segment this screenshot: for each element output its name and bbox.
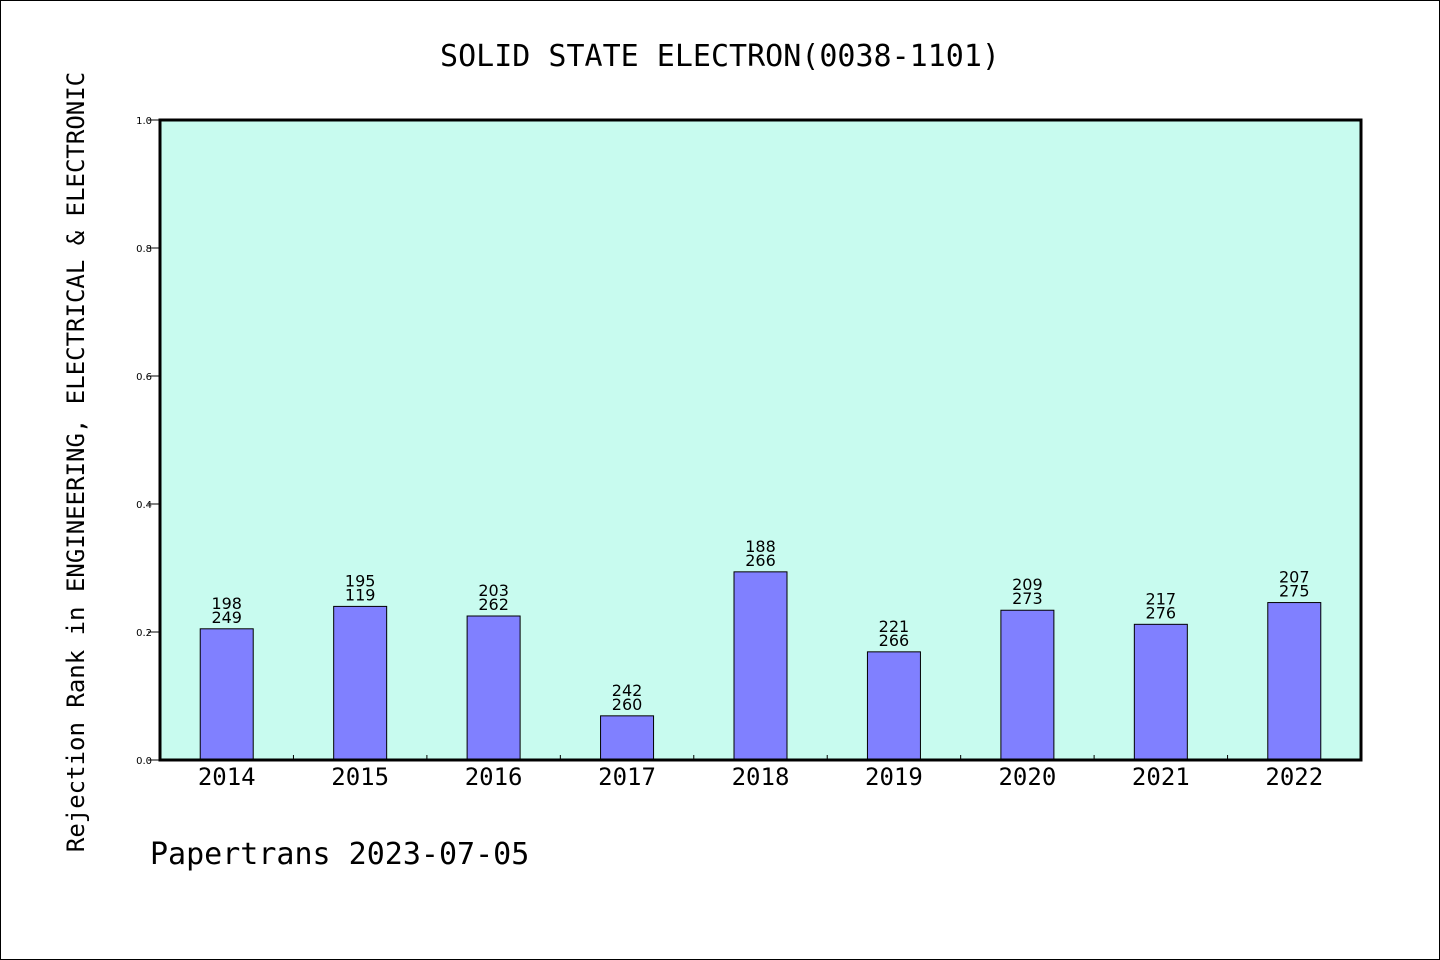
chart-title: SOLID STATE ELECTRON(0038-1101) — [440, 39, 1000, 74]
bar-label-top: 188 — [745, 537, 776, 556]
bar-label-bottom: 273 — [1012, 589, 1043, 608]
x-tick-label: 2019 — [865, 763, 923, 791]
x-tick-label: 2015 — [331, 763, 389, 791]
bar-label-top: 221 — [879, 617, 910, 636]
bar-2016 — [466, 615, 521, 761]
bar-label-top: 198 — [211, 594, 242, 613]
bar-2020 — [1000, 609, 1055, 761]
bar-label-top: 209 — [1012, 575, 1043, 594]
y-tick-label: 0.0 — [136, 756, 152, 767]
bar-label-top: 242 — [612, 681, 643, 700]
bar-2019 — [866, 651, 921, 761]
y-tick-label: 0.2 — [136, 628, 152, 639]
bar-label-bottom: 262 — [478, 595, 509, 614]
y-axis-ticks: 0.0 0.2 0.4 0.6 0.8 1.0 — [136, 116, 160, 767]
x-tick-label: 2022 — [1265, 763, 1323, 791]
x-tick-label: 2017 — [598, 763, 656, 791]
y-axis-label: Rejection Rank in ENGINEERING, ELECTRICA… — [62, 72, 90, 852]
bar-label-bottom: 266 — [879, 631, 910, 650]
bar-2014 — [199, 628, 254, 761]
x-tick-label: 2020 — [998, 763, 1056, 791]
x-tick-label: 2021 — [1132, 763, 1190, 791]
bar-label-bottom: 266 — [745, 551, 776, 570]
x-axis-labels: 2014 2015 2016 2017 2018 2019 2020 2021 2022 — [198, 763, 1323, 791]
bar-2017 — [600, 715, 655, 761]
y-tick-label: 0.8 — [136, 244, 152, 255]
bar-label-top: 207 — [1279, 568, 1310, 587]
bar-2015 — [333, 605, 388, 761]
y-tick-label: 0.6 — [136, 372, 152, 383]
bar-label-bottom: 276 — [1146, 603, 1177, 622]
plot-border — [158, 118, 1363, 762]
x-tick-label: 2014 — [198, 763, 256, 791]
y-tick-label: 1.0 — [136, 116, 152, 127]
bars-group — [199, 571, 1322, 761]
bar-label-bottom: 260 — [612, 695, 643, 714]
bar-label-top: 217 — [1146, 589, 1177, 608]
bar-2022 — [1267, 602, 1322, 761]
y-tick-label: 0.4 — [136, 500, 152, 511]
bar-label-bottom: 275 — [1279, 582, 1310, 601]
bar-2018 — [733, 571, 788, 761]
footer-watermark: Papertrans 2023-07-05 — [150, 837, 529, 872]
x-tick-label: 2016 — [465, 763, 523, 791]
bar-label-bottom: 119 — [345, 585, 376, 604]
bar-label-top: 195 — [345, 571, 376, 590]
bar-label-bottom: 249 — [211, 608, 242, 627]
bar-label-top: 203 — [478, 581, 509, 600]
bar-2021 — [1133, 623, 1188, 761]
x-tick-label: 2018 — [732, 763, 790, 791]
